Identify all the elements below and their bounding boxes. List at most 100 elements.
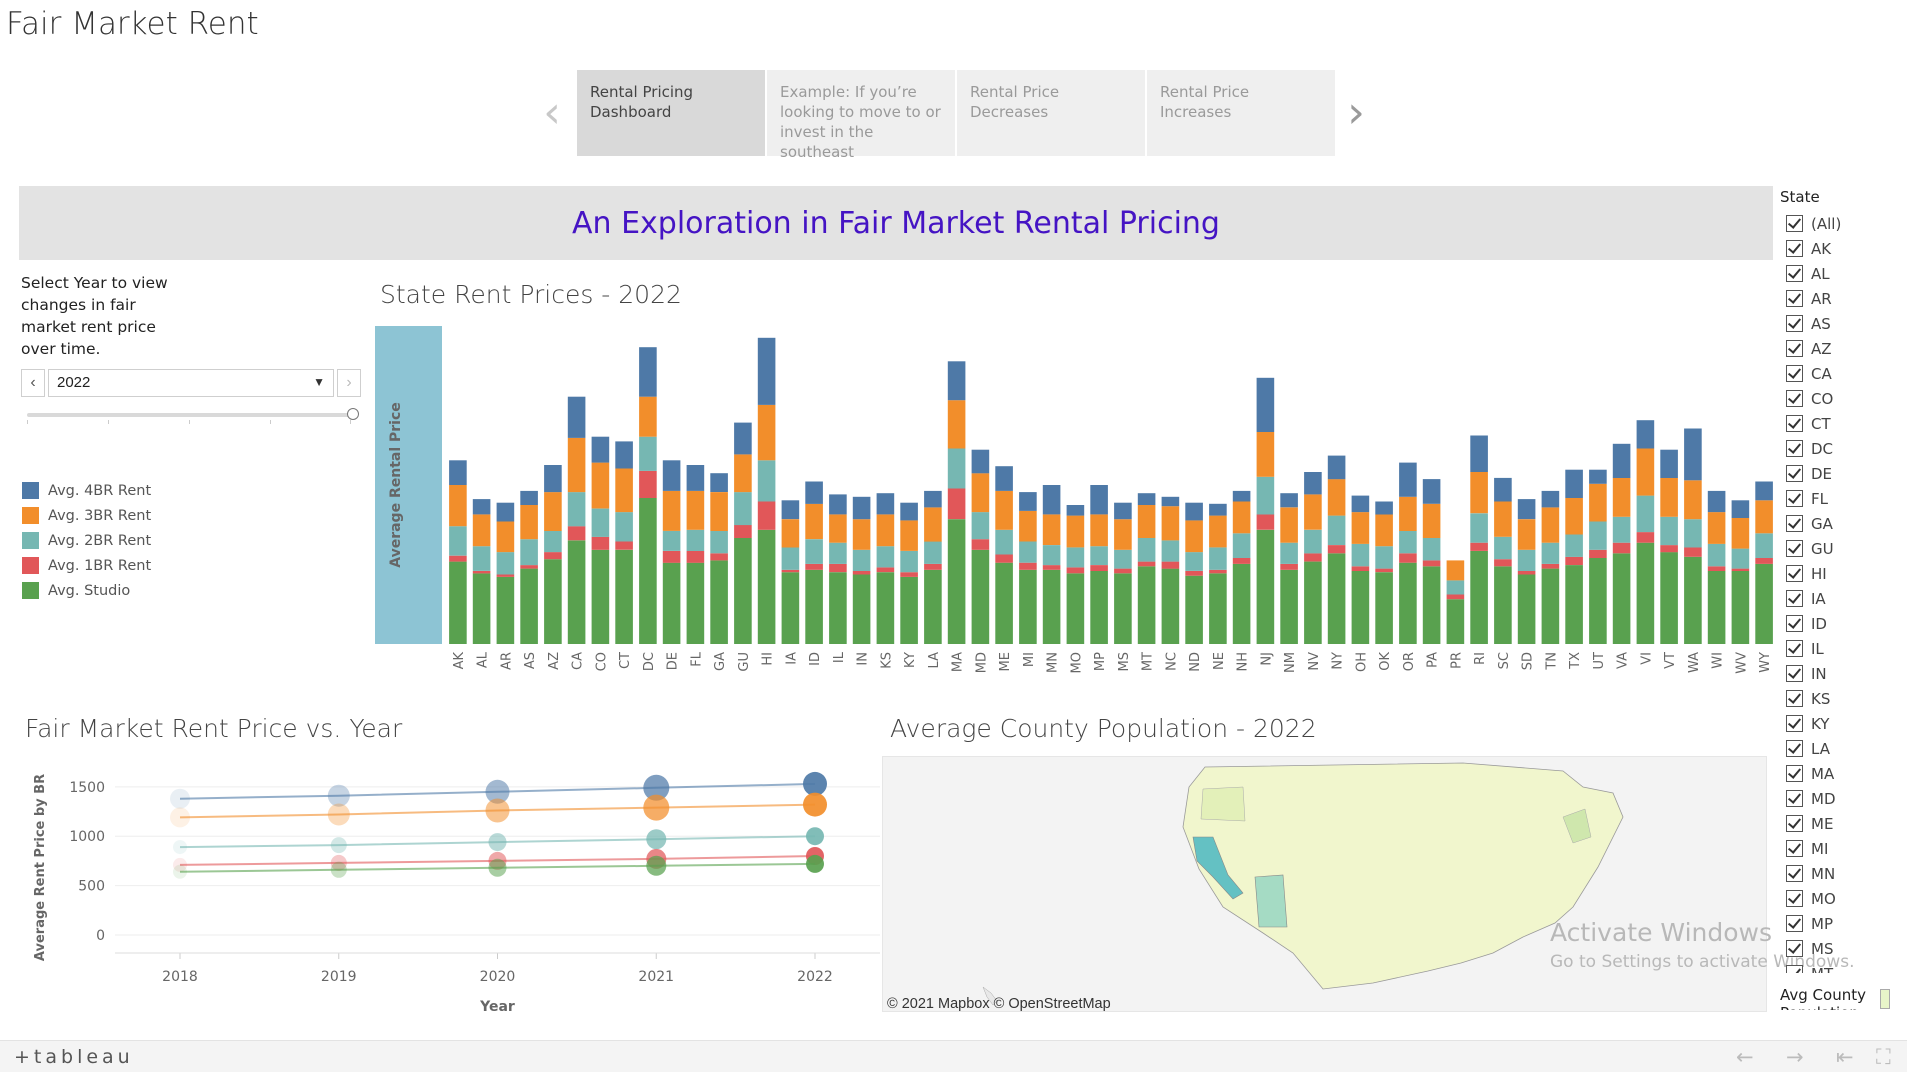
bar-segment-tn-2[interactable] — [1541, 542, 1560, 564]
bar-segment-nj-4[interactable] — [1256, 377, 1275, 432]
bar-segment-tx-2[interactable] — [1565, 534, 1583, 557]
bar-segment-nh-0[interactable] — [1232, 563, 1251, 644]
bar-segment-ct-1[interactable] — [615, 541, 633, 550]
bar-segment-ms-4[interactable] — [1114, 502, 1132, 520]
bar-segment-fl-0[interactable] — [686, 562, 705, 644]
bar-segment-tx-1[interactable] — [1565, 556, 1583, 565]
bar-segment-mi-0[interactable] — [1019, 569, 1037, 644]
bar-segment-mi-1[interactable] — [1019, 562, 1037, 570]
checkbox-checked-icon[interactable] — [1786, 665, 1803, 682]
bar-segment-wa-3[interactable] — [1684, 480, 1702, 520]
bar-segment-vi-2[interactable] — [1636, 495, 1655, 533]
state-filter-item-dc[interactable]: DC — [1786, 436, 1886, 461]
checkbox-checked-icon[interactable] — [1786, 215, 1803, 232]
state-filter-item-fl[interactable]: FL — [1786, 486, 1886, 511]
bar-segment-vi-3[interactable] — [1636, 448, 1655, 496]
bar-segment-in-2[interactable] — [852, 549, 871, 571]
checkbox-checked-icon[interactable] — [1786, 465, 1803, 482]
checkbox-checked-icon[interactable] — [1786, 540, 1803, 557]
bar-segment-me-4[interactable] — [995, 466, 1013, 491]
legend-item-2br[interactable]: Avg. 2BR Rent — [22, 528, 151, 553]
bar-segment-il-0[interactable] — [829, 572, 847, 644]
bar-segment-ms-3[interactable] — [1114, 519, 1132, 550]
bar-segment-sc-1[interactable] — [1494, 559, 1512, 567]
bar-segment-pa-3[interactable] — [1422, 503, 1441, 538]
bar-segment-az-0[interactable] — [544, 559, 562, 644]
bar-segment-wv-2[interactable] — [1731, 548, 1750, 569]
bar-segment-ga-4[interactable] — [710, 473, 728, 492]
bar-segment-id-0[interactable] — [805, 569, 823, 644]
bar-segment-mi-4[interactable] — [1019, 492, 1037, 511]
checkbox-checked-icon[interactable] — [1786, 890, 1803, 907]
bar-segment-md-2[interactable] — [971, 512, 990, 540]
year-dropdown[interactable]: 2022 ▼ — [48, 369, 334, 397]
bar-segment-md-4[interactable] — [971, 449, 990, 474]
bar-segment-ak-4[interactable] — [449, 460, 467, 485]
bar-segment-pr-0[interactable] — [1446, 599, 1465, 644]
state-filter-item-me[interactable]: ME — [1786, 811, 1886, 836]
checkbox-checked-icon[interactable] — [1786, 840, 1803, 857]
bar-segment-pa-2[interactable] — [1422, 538, 1441, 561]
bar-segment-az-3[interactable] — [544, 492, 562, 531]
checkbox-checked-icon[interactable] — [1786, 965, 1803, 973]
bar-segment-ny-2[interactable] — [1327, 515, 1346, 545]
bar-segment-co-3[interactable] — [591, 462, 610, 509]
bar-segment-wa-2[interactable] — [1684, 519, 1702, 548]
state-filter-item-ky[interactable]: KY — [1786, 711, 1886, 736]
bar-segment-mo-4[interactable] — [1066, 505, 1085, 516]
bar-segment-ks-1[interactable] — [876, 567, 895, 573]
bar-segment-de-0[interactable] — [662, 562, 681, 644]
bar-segment-ne-0[interactable] — [1209, 573, 1227, 644]
tableau-logo[interactable]: +tableau — [14, 1046, 134, 1068]
bar-segment-id-2[interactable] — [805, 539, 823, 564]
data-point-0-2019[interactable] — [327, 784, 350, 807]
bar-segment-sd-3[interactable] — [1517, 519, 1536, 550]
bar-segment-mi-3[interactable] — [1019, 510, 1037, 542]
checkbox-checked-icon[interactable] — [1786, 690, 1803, 707]
data-point-0-2021[interactable] — [643, 774, 670, 801]
bar-segment-or-2[interactable] — [1399, 530, 1417, 554]
checkbox-checked-icon[interactable] — [1786, 440, 1803, 457]
checkbox-checked-icon[interactable] — [1786, 715, 1803, 732]
data-point-4-2022[interactable] — [806, 854, 824, 873]
bar-segment-id-1[interactable] — [805, 563, 823, 570]
revert-button[interactable]: ⇤ — [1836, 1045, 1854, 1069]
data-point-3-2019[interactable] — [330, 854, 347, 871]
bar-segment-fl-2[interactable] — [686, 529, 705, 551]
bar-segment-la-0[interactable] — [924, 569, 942, 644]
state-filter-item-ia[interactable]: IA — [1786, 586, 1886, 611]
bar-segment-pa-1[interactable] — [1422, 560, 1441, 567]
bar-segment-ri-4[interactable] — [1470, 435, 1488, 473]
bar-segment-ak-1[interactable] — [449, 555, 467, 562]
bar-segment-va-0[interactable] — [1612, 553, 1631, 644]
bar-segment-co-0[interactable] — [591, 549, 610, 644]
bar-segment-va-2[interactable] — [1612, 516, 1631, 543]
bar-segment-la-1[interactable] — [924, 563, 942, 570]
bar-segment-ok-3[interactable] — [1375, 514, 1393, 547]
bar-segment-pa-4[interactable] — [1422, 479, 1441, 504]
checkbox-checked-icon[interactable] — [1786, 515, 1803, 532]
state-filter-item-ct[interactable]: CT — [1786, 411, 1886, 436]
bar-segment-mo-2[interactable] — [1066, 547, 1085, 568]
bar-segment-ca-4[interactable] — [567, 396, 586, 438]
data-point-2-2019[interactable] — [330, 837, 347, 854]
bar-segment-mp-4[interactable] — [1090, 485, 1108, 515]
bar-segment-nv-1[interactable] — [1304, 553, 1322, 562]
bar-segment-vt-3[interactable] — [1660, 477, 1678, 517]
checkbox-checked-icon[interactable] — [1786, 740, 1803, 757]
data-point-2-2021[interactable] — [646, 829, 667, 850]
bar-segment-ky-0[interactable] — [900, 576, 918, 644]
checkbox-checked-icon[interactable] — [1786, 315, 1803, 332]
bar-segment-md-1[interactable] — [971, 539, 990, 550]
bar-segment-sc-3[interactable] — [1494, 501, 1512, 537]
bar-segment-sd-0[interactable] — [1517, 574, 1536, 645]
state-filter-item-ak[interactable]: AK — [1786, 236, 1886, 261]
bar-segment-vt-1[interactable] — [1660, 545, 1678, 553]
bar-segment-nm-2[interactable] — [1280, 542, 1298, 564]
bar-segment-gu-1[interactable] — [734, 525, 752, 538]
bar-segment-nd-3[interactable] — [1185, 520, 1203, 553]
bar-segment-hi-1[interactable] — [757, 501, 776, 530]
bar-segment-mn-3[interactable] — [1042, 514, 1061, 545]
bar-segment-hi-0[interactable] — [757, 529, 776, 644]
bar-segment-oh-2[interactable] — [1351, 543, 1370, 567]
